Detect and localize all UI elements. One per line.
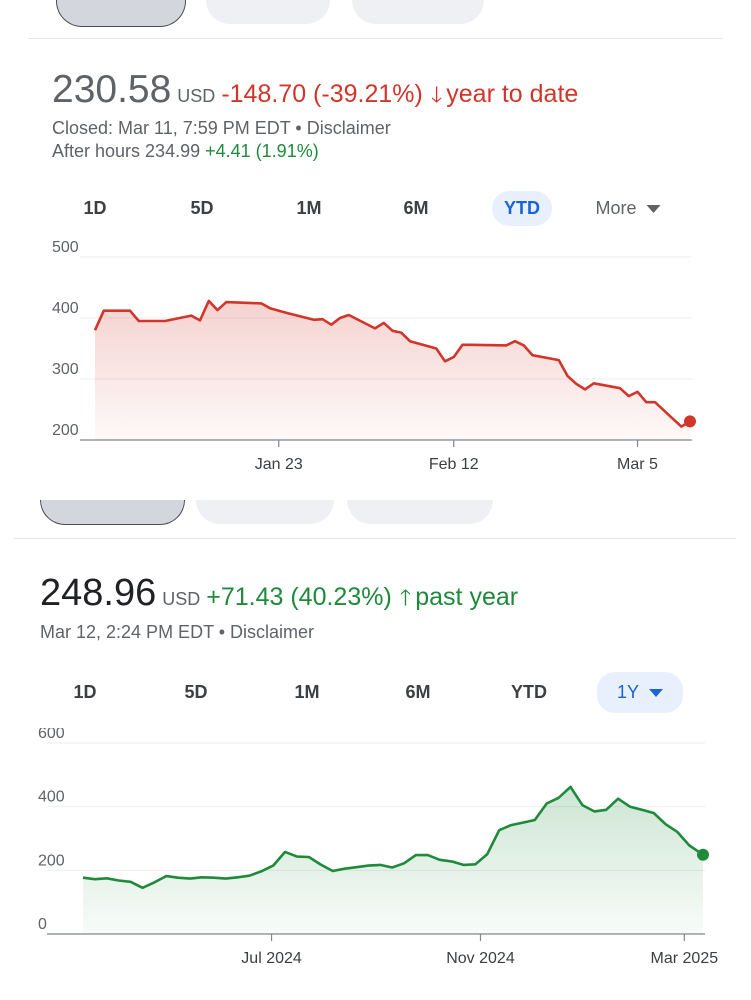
- tab-1m[interactable]: 1M: [294, 682, 320, 702]
- chevron-down-icon: [646, 205, 661, 214]
- top-chip[interactable]: [206, 0, 330, 24]
- tab-5d[interactable]: 5D: [190, 198, 214, 218]
- top-period: year to date: [446, 80, 579, 108]
- last-point: [684, 415, 696, 428]
- series-area: [83, 786, 703, 934]
- last-point: [697, 848, 709, 861]
- x-tick-label: Feb 12: [429, 456, 479, 473]
- bottom-chip-selected[interactable]: [40, 500, 185, 525]
- x-tick-label: Jan 23: [255, 456, 303, 473]
- y-tick-label: 600: [38, 728, 65, 742]
- x-tick-label: Jul 2024: [241, 950, 302, 967]
- 1y-chart[interactable]: 0 200 400 600 Jul 2024 Nov 2024 Mar 2025: [0, 728, 751, 1000]
- bottom-period: past year: [415, 583, 519, 611]
- more-dropdown[interactable]: More: [595, 198, 661, 219]
- range-dropdown-1y[interactable]: 1Y: [596, 672, 684, 713]
- y-tick-label: 400: [38, 789, 65, 806]
- x-tick-label: Nov 2024: [446, 950, 515, 967]
- after-hours: After hours 234.99 +4.41 (1.91%): [52, 141, 319, 162]
- top-currency: USD: [177, 86, 216, 106]
- y-tick-label: 200: [52, 422, 79, 439]
- y-tick-label: 200: [38, 852, 65, 869]
- top-change: -148.70 (-39.21%): [221, 80, 423, 108]
- bottom-quote-header: 248.96 USD +71.43 (40.23%) 🡑 past year: [40, 572, 518, 619]
- tab-6m[interactable]: 6M: [405, 682, 431, 702]
- top-chip[interactable]: [352, 0, 484, 24]
- series-line: [93, 299, 691, 428]
- tab-ytd[interactable]: YTD: [511, 682, 547, 702]
- more-label: More: [595, 198, 637, 218]
- top-chip-selected[interactable]: [56, 0, 186, 27]
- tab-5d[interactable]: 5D: [184, 682, 208, 702]
- bottom-change: +71.43 (40.23%): [206, 583, 392, 611]
- top-closed-text: Closed: Mar 11, 7:59 PM EDT • Disclaimer: [52, 118, 391, 138]
- tab-1m[interactable]: 1M: [296, 198, 322, 218]
- series-area: [95, 300, 690, 440]
- bottom-chip[interactable]: [347, 500, 493, 524]
- ytd-chart[interactable]: 200 300 400 500 Jan 23 Feb 12 Mar 5: [0, 240, 751, 480]
- tab-1d[interactable]: 1D: [73, 682, 97, 702]
- x-tick-label: Mar 5: [617, 456, 658, 473]
- tab-ytd[interactable]: YTD: [492, 191, 552, 226]
- series-line: [82, 785, 704, 890]
- divider: [28, 38, 722, 39]
- arrow-down-icon: 🡓: [430, 82, 443, 107]
- y-tick-label: 300: [52, 361, 79, 378]
- divider: [14, 538, 736, 539]
- y-tick-label: 0: [38, 916, 47, 933]
- after-hours-label: After hours 234.99: [52, 141, 201, 161]
- range-dropdown-label: 1Y: [616, 682, 640, 702]
- bottom-currency: USD: [162, 589, 201, 609]
- tab-6m[interactable]: 6M: [403, 198, 429, 218]
- x-tick-label: Mar 2025: [651, 950, 719, 967]
- bottom-time-text: Mar 12, 2:24 PM EDT • Disclaimer: [40, 622, 315, 642]
- bottom-price: 248.96: [40, 572, 157, 614]
- top-price: 230.58: [52, 68, 172, 111]
- top-quote-header: 230.58 USD -148.70 (-39.21%) 🡓 year to d…: [52, 68, 578, 116]
- tab-1d[interactable]: 1D: [83, 198, 107, 218]
- bottom-chip[interactable]: [196, 500, 334, 524]
- y-tick-label: 500: [52, 240, 79, 256]
- arrow-up-icon: 🡑: [399, 585, 412, 610]
- y-tick-label: 400: [52, 300, 79, 317]
- chevron-down-icon: [649, 689, 664, 698]
- after-hours-change: +4.41 (1.91%): [205, 141, 319, 161]
